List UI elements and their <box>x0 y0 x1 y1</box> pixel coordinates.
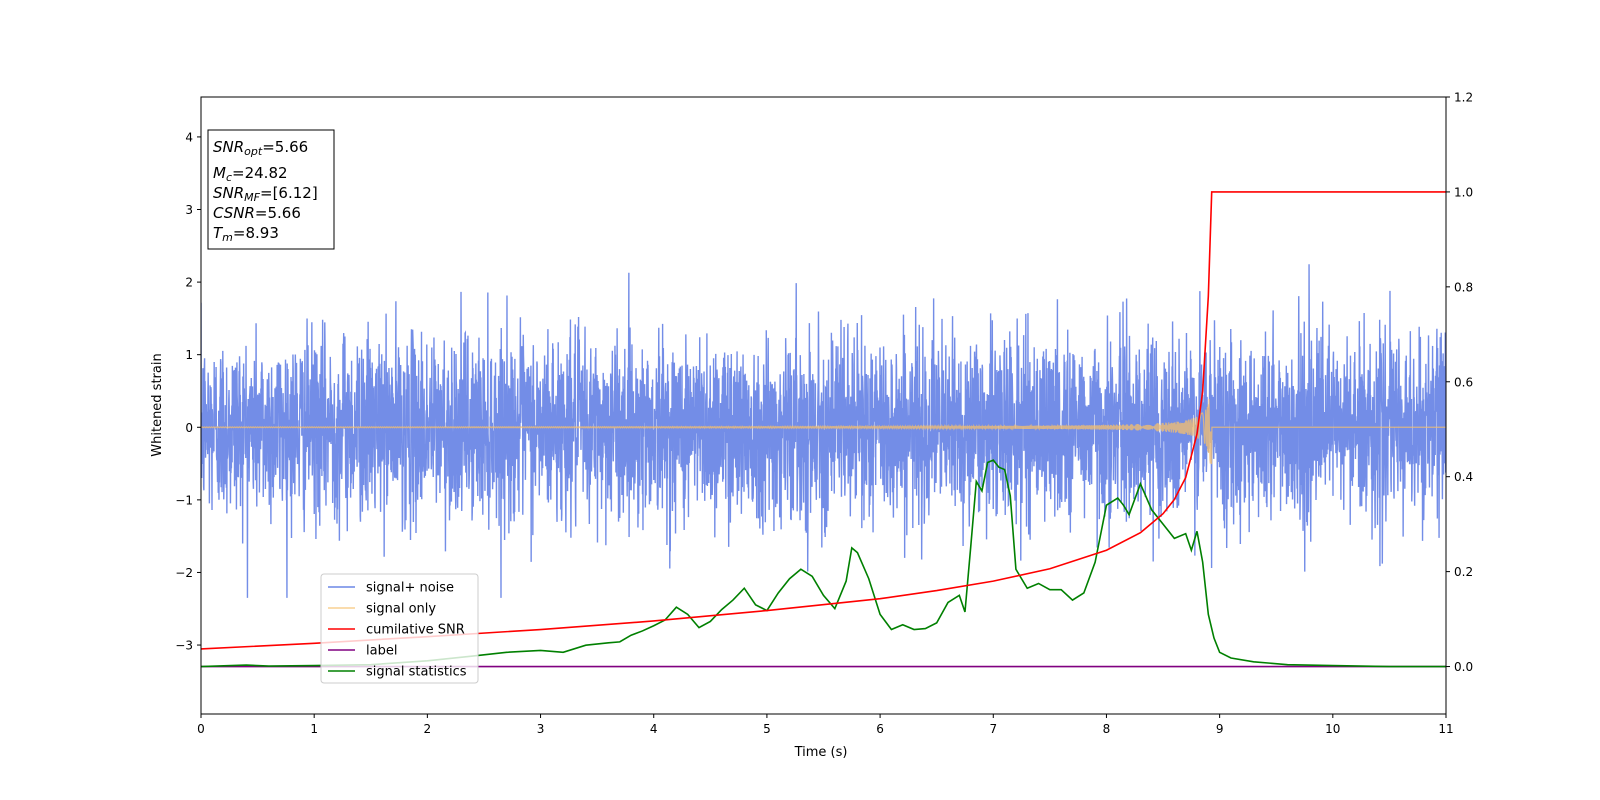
x-tick-label: 6 <box>876 722 884 736</box>
series-signal-only <box>201 399 1446 465</box>
y-right-tick-label: 0.2 <box>1454 565 1473 579</box>
x-tick-label: 3 <box>537 722 545 736</box>
annotation-line: Mc=24.82 <box>213 164 288 184</box>
x-tick-label: 10 <box>1325 722 1340 736</box>
y-left-tick-label: 1 <box>185 348 193 362</box>
x-tick-label: 0 <box>197 722 205 736</box>
legend-entry: signal+ noise <box>366 581 454 596</box>
y-right-tick-label: 1.2 <box>1454 91 1473 105</box>
annotation-line: SNRMF=[6.12] <box>213 184 318 204</box>
series-signal-statistics <box>201 459 1446 668</box>
legend-frame <box>320 573 479 684</box>
y-right-tick-label: 0.6 <box>1454 375 1473 389</box>
x-tick-label: 9 <box>1216 722 1224 736</box>
y-right-tick-label: 0.4 <box>1454 470 1473 484</box>
y-left-tick-label: 4 <box>185 130 193 144</box>
annotation-box: SNRopt=5.66 Mc=24.82SNRMF=[6.12]CSNR=5.66… <box>207 129 335 250</box>
x-tick-label: 11 <box>1438 722 1453 736</box>
legend-entry: label <box>366 644 397 659</box>
x-tick-label: 4 <box>650 722 658 736</box>
x-tick-label: 1 <box>310 722 318 736</box>
legend-entry: signal only <box>366 602 436 617</box>
annotation-line: Tm=8.93 <box>213 224 279 244</box>
legend: signal+ noise signal only cumilative SNR la… <box>320 573 479 684</box>
y-right-tick-label: 0.0 <box>1454 660 1473 674</box>
plot-frame <box>200 96 1447 715</box>
x-tick-label: 7 <box>989 722 997 736</box>
annotation-line: CSNR=5.66 <box>213 204 301 222</box>
y-axis-label: Whitened strain <box>150 353 165 456</box>
y-left-tick-label: 0 <box>185 421 193 435</box>
x-tick-label: 5 <box>763 722 771 736</box>
y-left-tick-label: 3 <box>185 203 193 217</box>
y-left-tick-label: −3 <box>175 639 193 653</box>
legend-entry: signal statistics <box>366 665 467 680</box>
y-left-tick-label: 2 <box>185 276 193 290</box>
y-left-tick-label: −2 <box>175 566 193 580</box>
series-cumulative-snr <box>201 191 1446 650</box>
annotation-line: SNRopt=5.66 <box>213 138 308 158</box>
y-left-tick-label: −1 <box>175 493 193 507</box>
x-tick-label: 8 <box>1103 722 1111 736</box>
y-right-tick-label: 0.8 <box>1454 280 1473 294</box>
series-signal-noise <box>201 264 1446 598</box>
annotation-frame <box>207 129 335 250</box>
x-tick-label: 2 <box>424 722 432 736</box>
y-right-tick-label: 1.0 <box>1454 185 1473 199</box>
x-axis-label: Time (s) <box>794 745 848 760</box>
legend-entry: cumilative SNR <box>366 623 465 638</box>
